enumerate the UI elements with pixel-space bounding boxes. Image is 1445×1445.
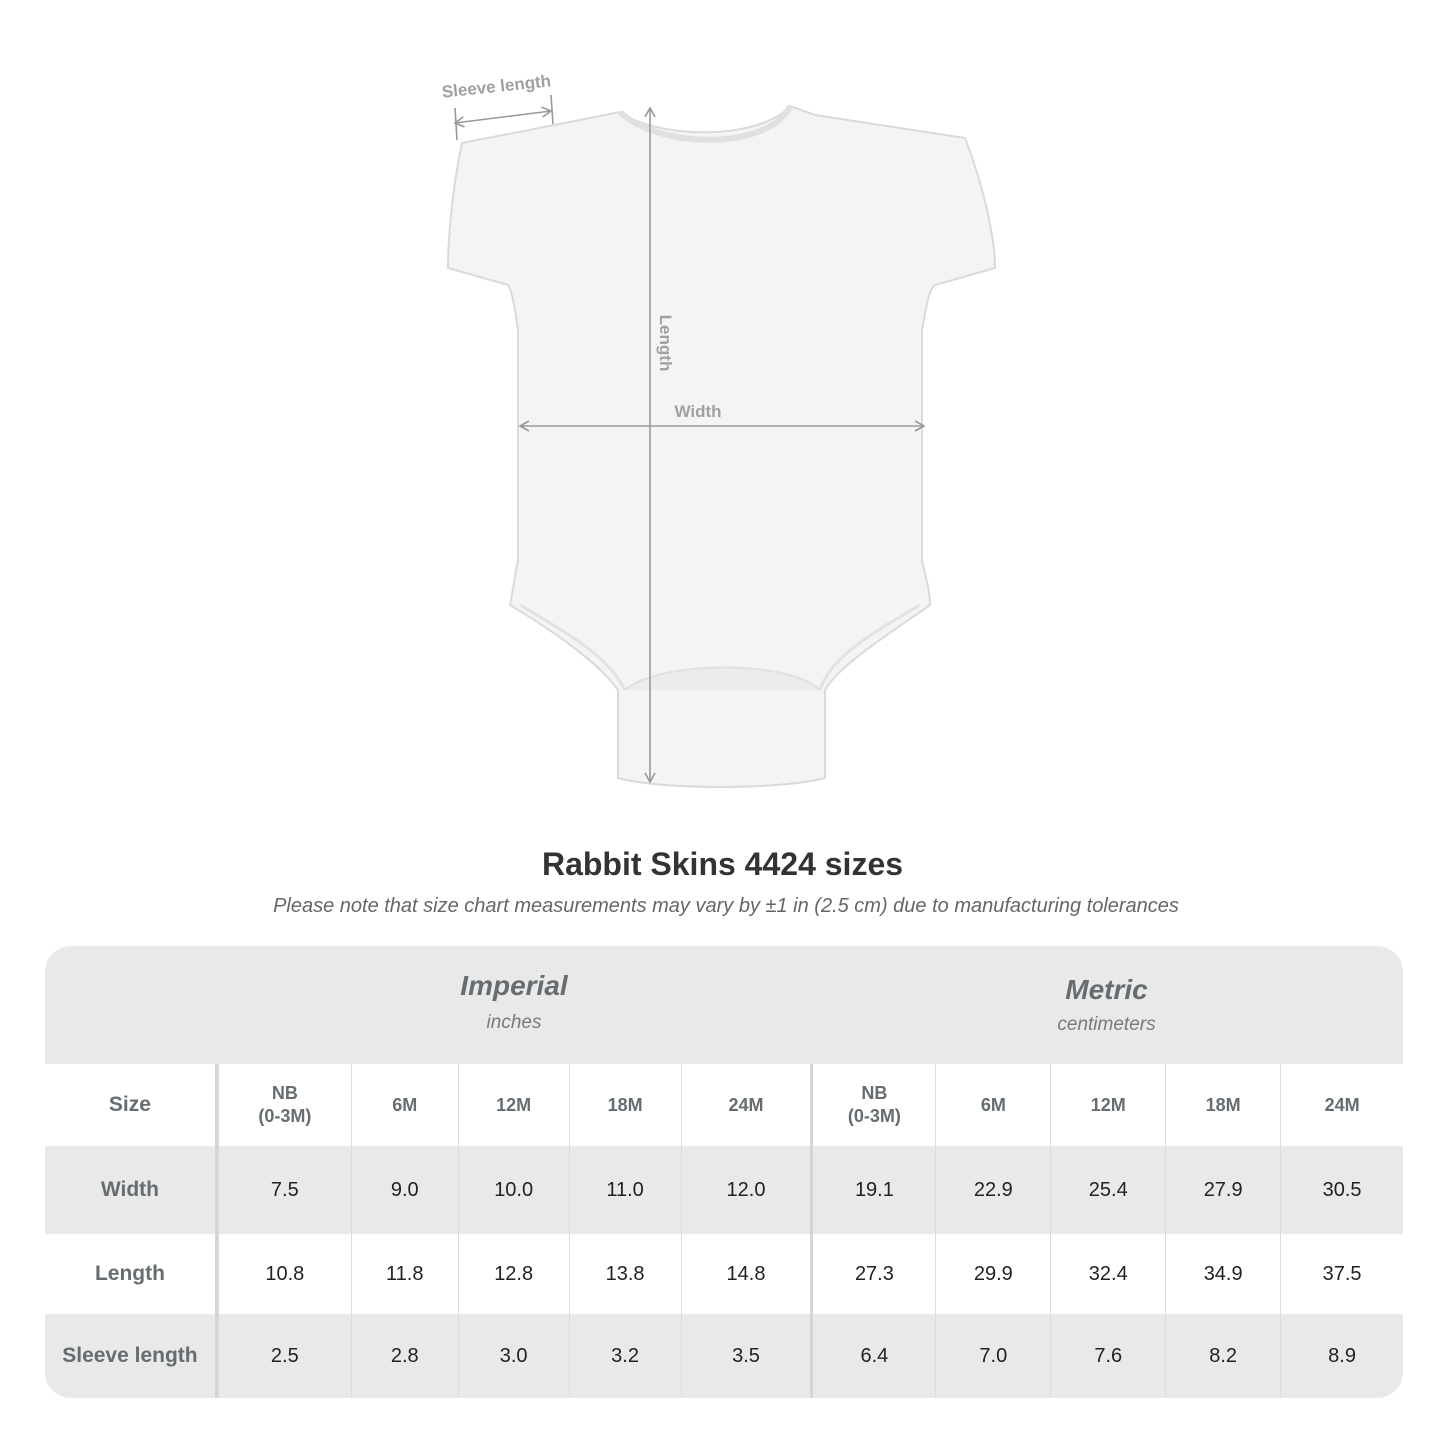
table-row: Sleeve length 2.5 2.8 3.0 3.2 3.5 6.4 7.0 7.6 8.2…: [45, 1314, 1403, 1398]
value-cell: 3.5: [680, 1314, 811, 1398]
size-header: 12M: [457, 1064, 569, 1146]
size-header-row: Size NB (0-3M) 6M 12M 18M 24M NB (0-3M) 6M 12M 18…: [45, 1064, 1403, 1146]
value-cell: 11.0: [568, 1146, 681, 1234]
row-label: Size: [45, 1064, 218, 1146]
row-label: Length: [45, 1234, 218, 1314]
value-cell: 25.4: [1050, 1146, 1165, 1234]
value-cell: 22.9: [935, 1146, 1050, 1234]
size-table: Imperial inches Metric centimeters Size N…: [45, 946, 1403, 1398]
value-cell: 30.5: [1280, 1146, 1403, 1234]
width-label: Width: [674, 402, 721, 421]
value-cell: 29.9: [935, 1234, 1050, 1314]
value-cell: 34.9: [1165, 1234, 1280, 1314]
size-header: 18M: [568, 1064, 681, 1146]
size-header: 6M: [350, 1064, 458, 1146]
size-header: 24M: [1280, 1064, 1403, 1146]
value-cell: 27.9: [1165, 1146, 1280, 1234]
table-row: Length 10.8 11.8 12.8 13.8 14.8 27.3 29.9 32.4 34…: [45, 1234, 1403, 1314]
value-cell: 14.8: [680, 1234, 811, 1314]
metric-title: Metric: [1065, 974, 1148, 1005]
value-cell: 32.4: [1050, 1234, 1165, 1314]
metric-header: Metric centimeters: [810, 946, 1403, 1064]
value-cell: 8.9: [1280, 1314, 1403, 1398]
size-header: 18M: [1165, 1064, 1280, 1146]
value-cell: 13.8: [568, 1234, 681, 1314]
value-cell: 10.0: [457, 1146, 569, 1234]
size-header: 24M: [680, 1064, 811, 1146]
length-label: Length: [656, 315, 675, 372]
value-cell: 2.8: [350, 1314, 458, 1398]
size-header: NB (0-3M): [810, 1064, 935, 1146]
imperial-unit: inches: [486, 1012, 542, 1033]
metric-unit: centimeters: [1057, 1014, 1156, 1035]
value-cell: 3.0: [457, 1314, 569, 1398]
imperial-title: Imperial: [460, 970, 568, 1001]
onesie-body: [446, 104, 997, 788]
sleeve-arrow: [453, 106, 553, 128]
onesie-diagram: Sleeve length Length Width: [441, 71, 997, 788]
table-row: Width 7.5 9.0 10.0 11.0 12.0 19.1 22.9 25.4 27.9 3…: [45, 1146, 1403, 1234]
value-cell: 3.2: [568, 1314, 681, 1398]
size-header: NB (0-3M): [217, 1064, 351, 1146]
value-cell: 7.5: [217, 1146, 351, 1234]
value-cell: 6.4: [810, 1314, 935, 1398]
value-cell: 8.2: [1165, 1314, 1280, 1398]
row-label: Width: [45, 1146, 218, 1234]
tolerance-note: Please note that size chart measurements…: [273, 895, 1179, 917]
imperial-header: Imperial inches: [218, 946, 810, 1064]
value-cell: 7.0: [935, 1314, 1050, 1398]
sleeve-length-label: Sleeve length: [441, 71, 552, 101]
value-cell: 19.1: [810, 1146, 935, 1234]
value-cell: 7.6: [1050, 1314, 1165, 1398]
value-cell: 2.5: [217, 1314, 351, 1398]
value-cell: 10.8: [217, 1234, 351, 1314]
value-cell: 11.8: [350, 1234, 458, 1314]
row-label: Sleeve length: [45, 1314, 218, 1398]
chart-title: Rabbit Skins 4424 sizes: [541, 846, 904, 882]
value-cell: 9.0: [350, 1146, 458, 1234]
value-cell: 27.3: [810, 1234, 935, 1314]
value-cell: 37.5: [1280, 1234, 1403, 1314]
value-cell: 12.8: [457, 1234, 569, 1314]
size-header: 6M: [935, 1064, 1050, 1146]
size-header: 12M: [1050, 1064, 1165, 1146]
value-cell: 12.0: [680, 1146, 811, 1234]
